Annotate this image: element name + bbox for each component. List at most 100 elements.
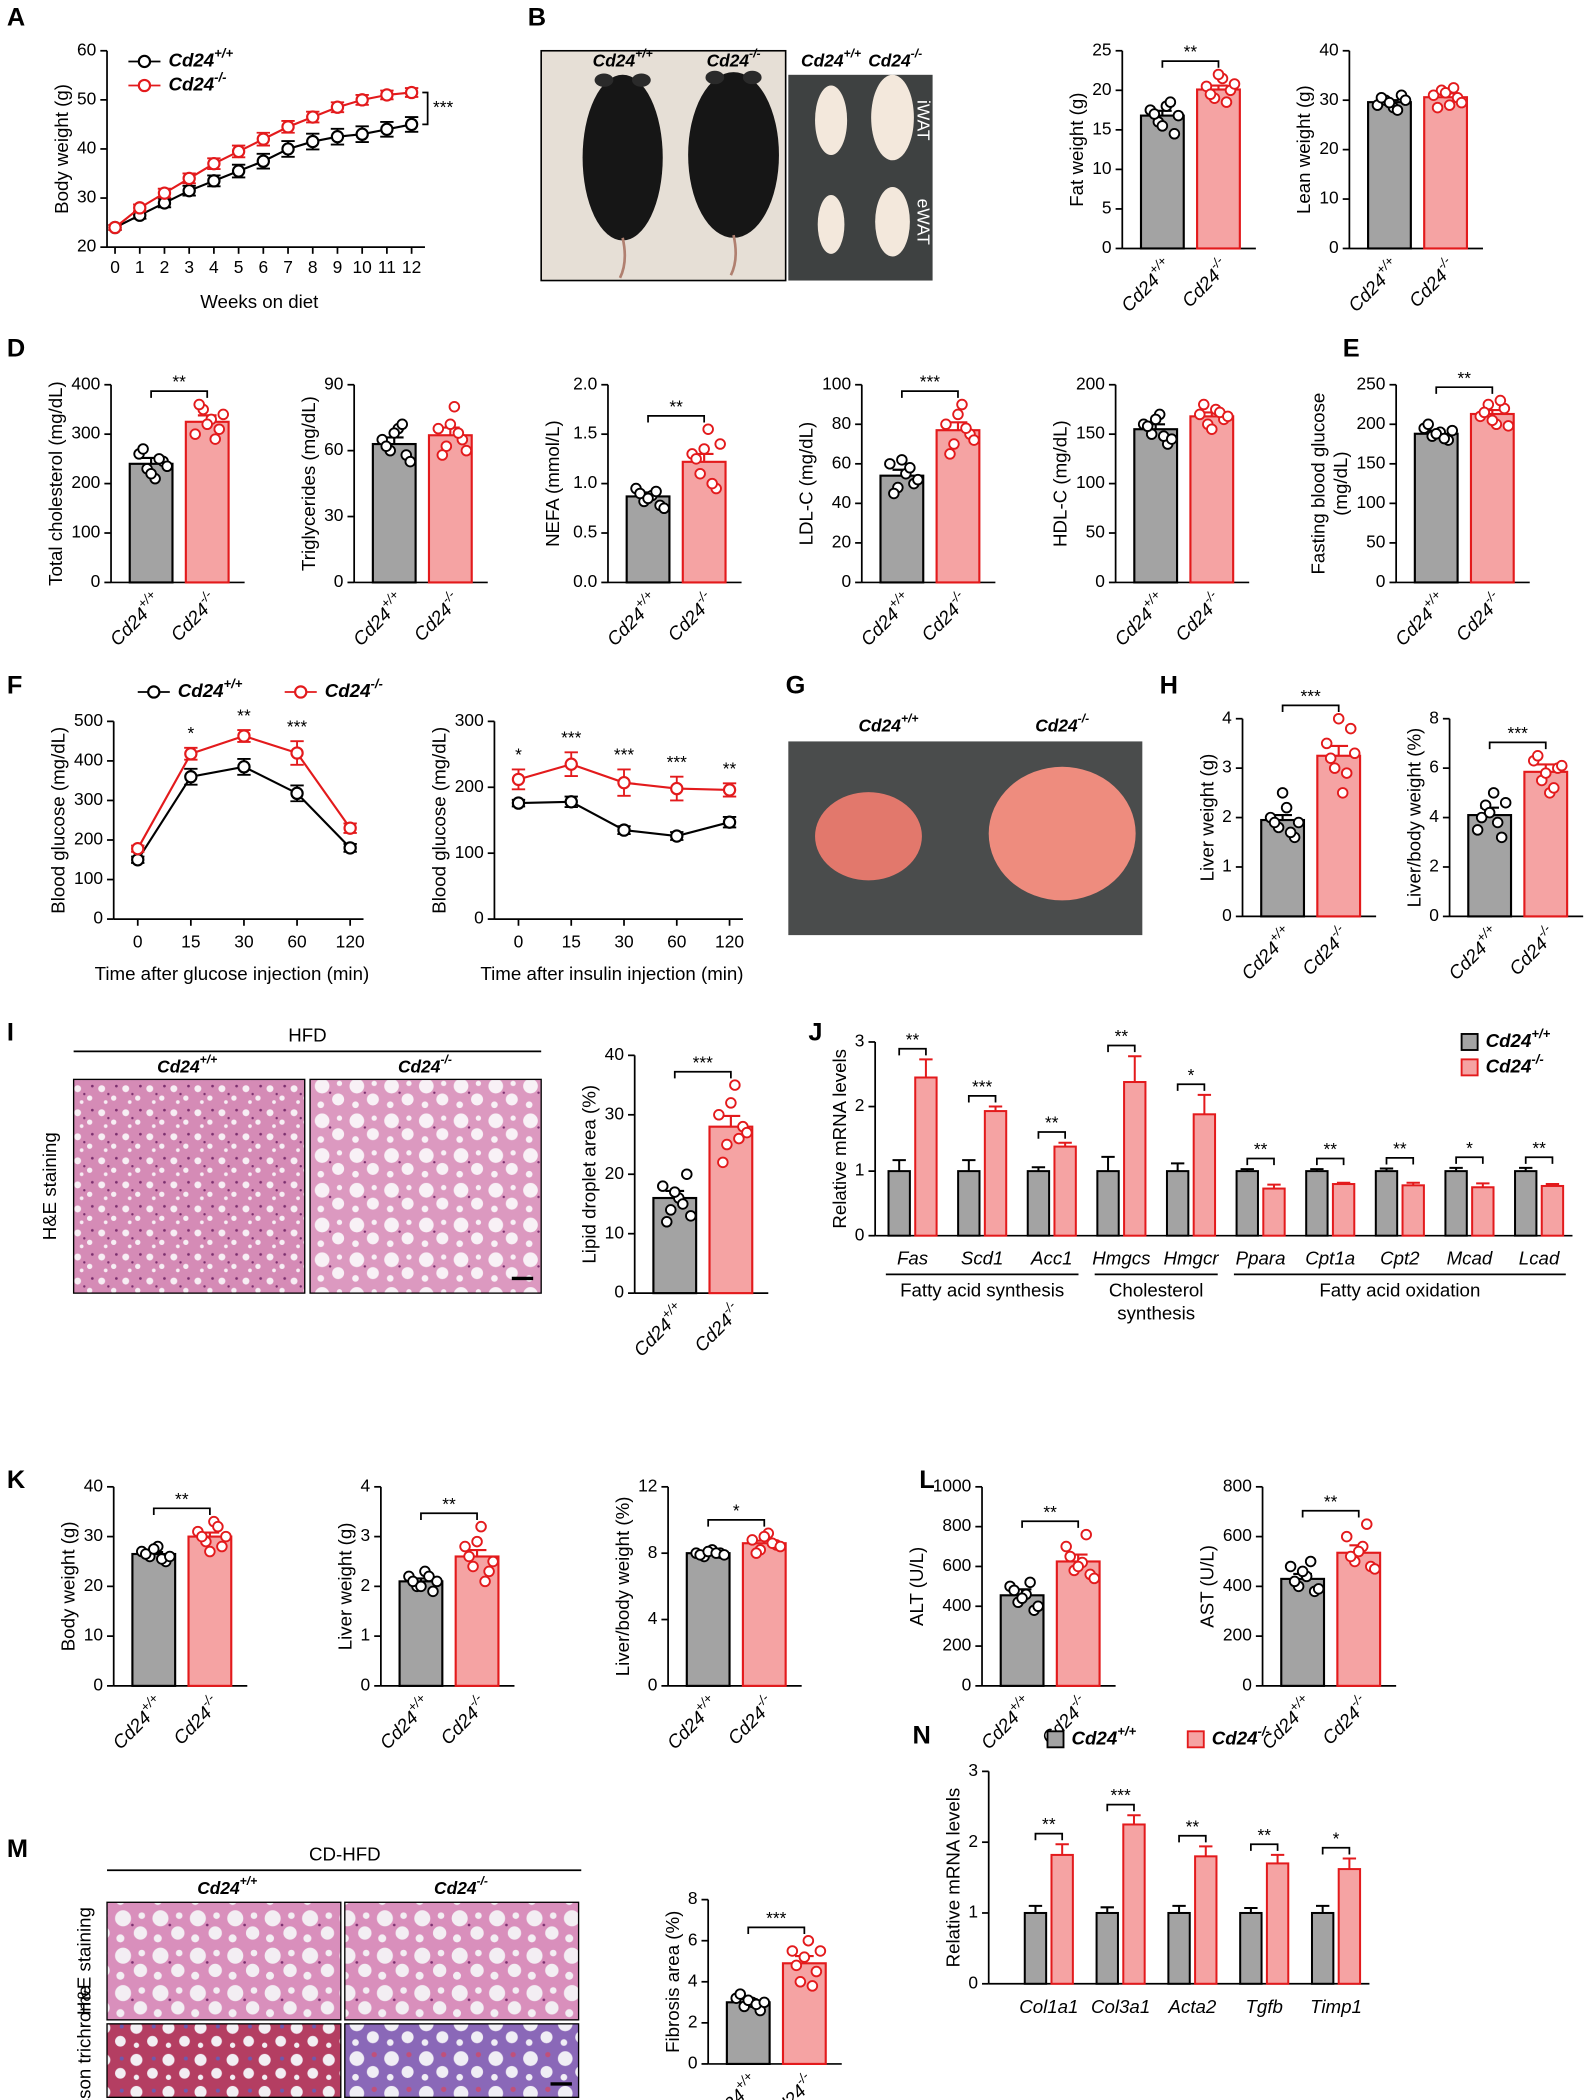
significance-label: ** xyxy=(1323,1139,1337,1159)
marker xyxy=(564,757,578,771)
x-tick-label: Cd24+/+ xyxy=(103,587,166,650)
photo-label: Cd24+/+ xyxy=(593,47,653,70)
significance-label: *** xyxy=(667,752,688,772)
y-axis-label: Liver/body weight (%) xyxy=(1403,728,1424,908)
data-point xyxy=(1320,737,1333,750)
x-tick-label: Cd24+/+ xyxy=(700,2068,763,2100)
data-point xyxy=(204,1545,216,1558)
marker xyxy=(290,786,304,801)
data-point xyxy=(1080,1528,1092,1541)
significance-bracket xyxy=(1034,1832,1064,1841)
data-point xyxy=(1284,826,1297,839)
significance-label: *** xyxy=(693,1052,714,1072)
significance-bracket xyxy=(898,1047,927,1056)
text-part: Cd24 xyxy=(801,50,844,70)
panel-letter: K xyxy=(7,1466,26,1494)
data-point xyxy=(714,438,726,450)
text-part: Cd24 xyxy=(398,1056,441,1076)
bar xyxy=(1053,1145,1077,1237)
y-tick-label: 0 xyxy=(93,908,103,928)
marker xyxy=(281,142,295,156)
y-axis-label: Fibrosis area (%) xyxy=(662,1911,683,2053)
y-tick-label: 2.0 xyxy=(573,373,597,393)
y-tick-label: 400 xyxy=(71,373,100,393)
data-point xyxy=(1204,88,1217,101)
y-axis-label: Blood glucose (mg/dL) xyxy=(48,727,69,914)
y-tick-label: 400 xyxy=(1223,1575,1252,1595)
y-axis-label: Fasting blood glucose xyxy=(1307,393,1328,575)
significance-bracket xyxy=(1524,1156,1554,1164)
photo-header: CD-HFD xyxy=(309,1843,381,1864)
bar xyxy=(1122,1823,1146,1985)
y-tick-label: 0 xyxy=(93,1674,103,1694)
y-tick-label: 25 xyxy=(1092,39,1111,59)
data-point xyxy=(1532,750,1544,762)
marker xyxy=(617,823,631,837)
text-part: Cd24 xyxy=(434,1878,477,1898)
group-label: synthesis xyxy=(1117,1302,1195,1323)
y-tick-label: 300 xyxy=(455,710,484,730)
bar xyxy=(957,1170,981,1237)
data-point xyxy=(948,438,960,450)
bar xyxy=(1192,1113,1217,1237)
y-tick-label: 1 xyxy=(1222,856,1232,876)
data-point xyxy=(1165,433,1178,445)
bar xyxy=(1331,1183,1356,1237)
x-tick-label: Cd24+/+ xyxy=(1234,921,1297,984)
x-tick-label: Cd24-/- xyxy=(660,587,718,645)
data-point xyxy=(487,1555,499,1568)
significance-bracket xyxy=(1106,1803,1135,1812)
bar xyxy=(1096,1170,1120,1237)
y-tick-label: 60 xyxy=(324,439,343,459)
significance-label: * xyxy=(187,723,194,743)
marker xyxy=(380,88,394,102)
legend-label: Cd24-/- xyxy=(325,676,383,701)
significance-label: ** xyxy=(1393,1138,1407,1158)
text-part: Cd24 xyxy=(1486,1055,1532,1076)
significance-label: ** xyxy=(1532,1138,1546,1158)
legend-marker xyxy=(137,78,152,93)
y-tick-label: 0 xyxy=(962,1674,972,1694)
data-point xyxy=(729,1079,741,1091)
bar xyxy=(1305,1170,1329,1237)
data-point xyxy=(790,1959,803,1972)
data-point xyxy=(161,460,173,473)
x-tick-label: 7 xyxy=(283,257,293,277)
x-tick-label: 8 xyxy=(308,257,318,277)
data-point xyxy=(475,1520,487,1533)
significance-bracket xyxy=(150,390,209,398)
data-point xyxy=(1540,767,1552,779)
photo-side-label: eWAT xyxy=(913,199,933,246)
x-tick-label: Cd24-/- xyxy=(761,2068,819,2100)
y-axis-label: Triglycerides (mg/dL) xyxy=(298,396,319,571)
marker xyxy=(281,120,295,134)
bar xyxy=(1444,1170,1468,1237)
x-axis-label: Weeks on diet xyxy=(200,291,319,312)
liver xyxy=(988,766,1136,901)
data-point xyxy=(415,1580,427,1593)
x-tick-label: 0 xyxy=(133,932,143,952)
x-tick-label: Cd24-/- xyxy=(166,1690,224,1748)
data-point xyxy=(380,440,392,452)
significance-label: *** xyxy=(972,1076,993,1096)
y-tick-label: 0.5 xyxy=(573,522,597,542)
data-point xyxy=(758,1996,771,2009)
x-tick-label: 30 xyxy=(234,932,253,952)
data-point xyxy=(452,427,465,439)
text-part: +/+ xyxy=(240,1874,258,1888)
y-tick-label: 250 xyxy=(1356,373,1385,393)
data-point xyxy=(217,408,229,421)
data-point xyxy=(706,477,718,490)
significance-bracket xyxy=(1385,1156,1415,1165)
y-tick-label: 2 xyxy=(855,1095,865,1115)
data-point xyxy=(1340,767,1353,779)
data-point xyxy=(960,422,972,434)
data-point xyxy=(1336,787,1349,799)
data-point xyxy=(944,448,956,460)
bar xyxy=(1239,1911,1263,1985)
bar xyxy=(1540,1184,1565,1237)
significance-bracket xyxy=(1176,1083,1206,1091)
data-point xyxy=(1168,128,1181,140)
y-tick-label: 30 xyxy=(605,1103,624,1123)
y-tick-label: 10 xyxy=(84,1625,103,1645)
